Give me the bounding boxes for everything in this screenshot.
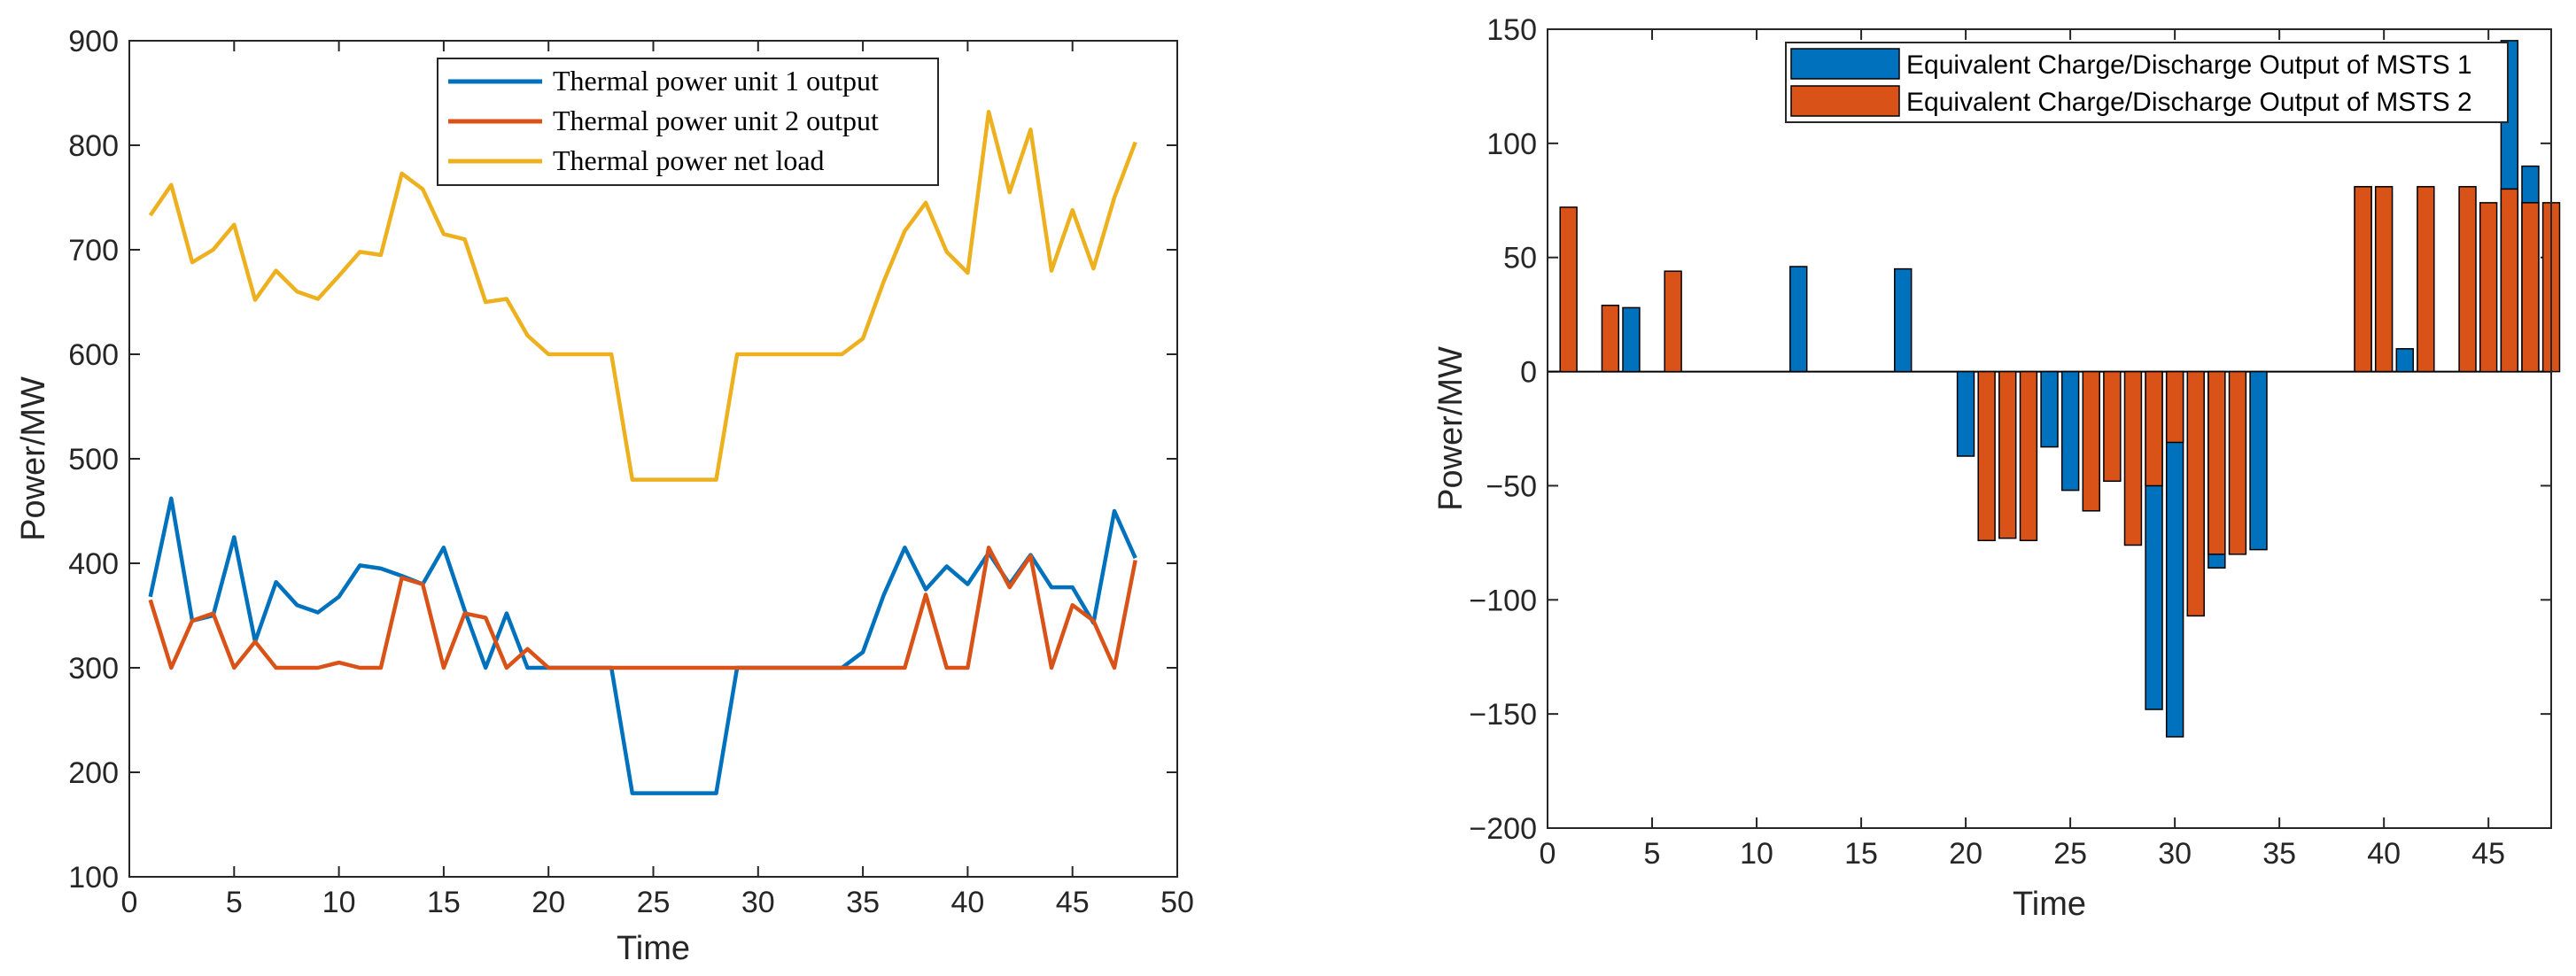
- bar-series-1: [1956, 370, 1975, 457]
- x-tick-label: 20: [531, 886, 565, 919]
- x-tick-label: 30: [2158, 837, 2192, 871]
- line-chart-ticks: 0 5 10 15 20 25 30 35 40 45 50 100 200 300 400 500 600 70…: [68, 25, 1194, 919]
- bar-chart-ticks: 0 5 10 15 20 25 30 35 40 45 −200 −150 −100 −50 0 50 100 1…: [1469, 13, 2551, 871]
- x-tick-label: 15: [427, 886, 461, 919]
- y-tick-label: 100: [1486, 128, 1537, 161]
- line-chart: 0 5 10 15 20 25 30 35 40 45 50 100 200 300 400 500 600 70…: [15, 25, 1194, 967]
- y-tick-label: 600: [68, 338, 119, 372]
- y-tick-label: −100: [1469, 584, 1537, 617]
- x-tick-label: 25: [2053, 837, 2087, 871]
- bar-chart-y-axis-label: Power/MW: [1432, 346, 1470, 511]
- bar-series-2: [2207, 370, 2226, 555]
- x-tick-label: 45: [1056, 886, 1090, 919]
- bar-chart-legend: Equivalent Charge/Discharge Output of MS…: [1785, 42, 2509, 123]
- line-chart-legend: Thermal power unit 1 output Thermal power…: [437, 58, 939, 186]
- legend-label-1: Equivalent Charge/Discharge Output of MS…: [1906, 50, 2472, 80]
- bar-chart-series: [1559, 40, 2561, 738]
- x-tick-label: 5: [1644, 837, 1661, 871]
- line-series-3: [148, 109, 1137, 482]
- bar-series-1: [1894, 267, 1913, 373]
- x-tick-label: 10: [1740, 837, 1773, 871]
- x-tick-label: 30: [741, 886, 775, 919]
- bar-chart-axes-box: [1547, 28, 2552, 829]
- bar-series-2: [2123, 370, 2143, 546]
- x-tick-label: 50: [1160, 886, 1194, 919]
- bar-series-1: [1789, 266, 1808, 373]
- bar-series-1: [2249, 370, 2268, 551]
- line-chart-x-axis-label: Time: [617, 930, 690, 967]
- legend-label-2: Thermal power unit 2 output: [553, 105, 879, 136]
- bar-series-2: [2521, 202, 2540, 373]
- y-tick-label: 800: [68, 129, 119, 163]
- x-tick-label: 40: [950, 886, 984, 919]
- y-tick-label: 500: [68, 443, 119, 476]
- bar-series-2: [2082, 370, 2100, 512]
- legend-swatch-1: [1790, 48, 1900, 80]
- line-chart-series: [148, 109, 1137, 795]
- y-tick-label: 900: [68, 25, 119, 58]
- x-tick-label: 40: [2367, 837, 2401, 871]
- legend-box: [1785, 42, 2509, 123]
- legend-label-2: Equivalent Charge/Discharge Output of MS…: [1906, 88, 2472, 117]
- bar-chart: 0 5 10 15 20 25 30 35 40 45 −200 −150 −100 −50 0 50 100 1…: [1432, 13, 2561, 923]
- bar-series-2: [1559, 206, 1578, 373]
- x-tick-label: 35: [2262, 837, 2296, 871]
- x-tick-label: 0: [121, 886, 138, 919]
- bar-series-1: [2060, 370, 2080, 492]
- y-tick-label: 200: [68, 756, 119, 790]
- x-tick-label: 45: [2471, 837, 2505, 871]
- bar-series-2: [2103, 370, 2122, 483]
- legend-label-1: Thermal power unit 1 output: [553, 65, 879, 97]
- bar-series-2: [1601, 305, 1620, 373]
- line-chart-axes-box: [128, 40, 1178, 878]
- bar-series-2: [2019, 370, 2038, 542]
- line-series-1: [148, 496, 1137, 795]
- y-tick-label: 300: [68, 652, 119, 686]
- bar-series-2: [2354, 186, 2372, 373]
- bar-chart-x-axis-label: Time: [2013, 886, 2086, 923]
- bar-series-2: [2165, 370, 2184, 444]
- line-chart-y-axis-label: Power/MW: [15, 376, 52, 541]
- x-tick-label: 25: [637, 886, 671, 919]
- y-tick-label: 50: [1503, 242, 1537, 275]
- line-series-2: [148, 546, 1137, 670]
- y-tick-label: 700: [68, 234, 119, 267]
- bar-series-1: [2040, 370, 2059, 448]
- x-tick-label: 20: [1949, 837, 1982, 871]
- bar-series-2: [1977, 370, 1996, 542]
- bar-series-2: [2145, 370, 2163, 487]
- bar-series-2: [2458, 186, 2477, 373]
- bar-series-1: [2395, 348, 2414, 373]
- y-tick-label: 400: [68, 547, 119, 581]
- bar-series-1: [1622, 306, 1641, 373]
- y-tick-label: −50: [1486, 469, 1537, 503]
- bar-series-2: [2500, 188, 2519, 373]
- bar-series-2: [2417, 186, 2435, 373]
- bar-series-2: [2479, 202, 2498, 373]
- bar-series-2: [1998, 370, 2017, 539]
- y-tick-label: −200: [1469, 812, 1537, 846]
- y-tick-label: −150: [1469, 698, 1537, 732]
- y-tick-label: 0: [1520, 356, 1537, 390]
- x-tick-label: 0: [1540, 837, 1556, 871]
- bar-series-2: [1664, 270, 1682, 373]
- x-tick-label: 5: [226, 886, 243, 919]
- legend-label-3: Thermal power net load: [553, 144, 825, 176]
- y-tick-label: 150: [1486, 13, 1537, 47]
- x-tick-label: 10: [322, 886, 356, 919]
- x-tick-label: 35: [846, 886, 880, 919]
- y-tick-label: 100: [68, 861, 119, 895]
- bar-series-2: [2374, 186, 2394, 373]
- x-tick-label: 15: [1844, 837, 1878, 871]
- legend-swatch-2: [1790, 85, 1900, 117]
- bar-series-2: [2228, 370, 2247, 555]
- bar-series-2: [2186, 370, 2205, 617]
